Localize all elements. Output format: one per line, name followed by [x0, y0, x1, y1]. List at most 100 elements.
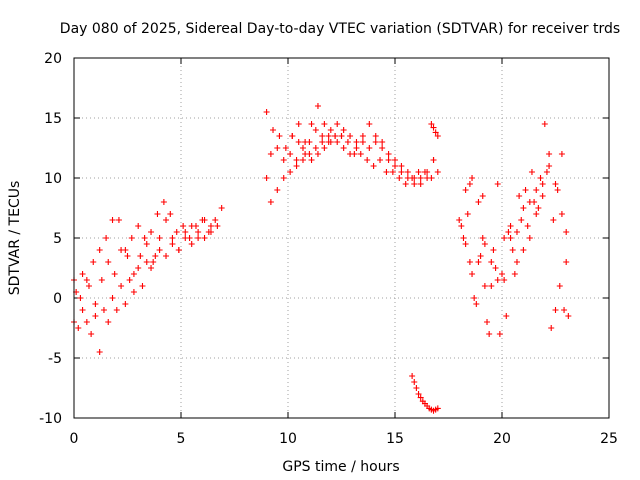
data-point [392, 163, 398, 169]
data-point [430, 157, 437, 163]
data-point [428, 175, 435, 181]
data-point [501, 277, 508, 283]
data-point [481, 241, 488, 247]
data-point [366, 121, 373, 127]
data-point [347, 151, 354, 157]
data-point [434, 133, 441, 139]
data-point [180, 223, 187, 229]
data-point [312, 145, 319, 151]
data-point [308, 121, 315, 127]
data-point [413, 385, 420, 391]
data-point [276, 133, 283, 139]
data-point [327, 139, 334, 145]
data-point [263, 109, 270, 115]
data-series [71, 199, 225, 301]
data-point [188, 223, 195, 229]
data-point [130, 289, 137, 295]
data-point [516, 193, 523, 199]
data-point [263, 175, 270, 181]
data-point [415, 391, 422, 397]
data-point [105, 259, 112, 265]
data-series [462, 169, 572, 337]
data-point [148, 229, 155, 235]
data-point [293, 163, 300, 169]
data-point [340, 145, 347, 151]
data-point [118, 283, 125, 289]
data-point [334, 121, 341, 127]
data-point [77, 295, 84, 301]
data-point [398, 163, 405, 169]
data-point [563, 259, 570, 265]
data-point [344, 139, 351, 145]
x-axis-label: GPS time / hours [282, 459, 399, 475]
data-point [160, 199, 167, 205]
data-point [282, 145, 289, 151]
data-point [379, 139, 386, 145]
data-point [212, 217, 219, 223]
data-point [366, 145, 373, 151]
data-point [398, 169, 405, 175]
data-point [85, 283, 92, 289]
data-point [96, 349, 103, 355]
data-point [287, 169, 294, 175]
data-point [359, 133, 366, 139]
data-point [207, 229, 214, 235]
data-point [88, 331, 95, 337]
data-point [396, 175, 403, 181]
data-point [98, 277, 105, 283]
data-point [207, 223, 214, 229]
y-tick-label: 0 [53, 291, 62, 307]
x-tick-label: 20 [493, 431, 511, 447]
x-tick-label: 0 [70, 431, 79, 447]
data-point [473, 301, 480, 307]
data-point [154, 211, 161, 217]
data-point [293, 157, 300, 163]
data-point [182, 229, 189, 235]
data-point [558, 211, 565, 217]
data-point [334, 139, 341, 145]
data-point [287, 151, 294, 157]
data-point [338, 133, 345, 139]
data-point [479, 235, 486, 241]
data-point [434, 405, 441, 412]
data-point [539, 181, 546, 187]
data-point [552, 181, 559, 187]
data-point [83, 277, 90, 283]
x-tick-label: 5 [177, 431, 186, 447]
data-point [558, 151, 565, 157]
data-point [105, 319, 112, 325]
data-point [518, 217, 525, 223]
y-tick-label: -10 [39, 411, 62, 427]
data-point [488, 259, 495, 265]
data-point [150, 259, 157, 265]
data-point [430, 124, 437, 131]
data-point [526, 235, 533, 241]
data-point [143, 241, 150, 247]
chart-title: Day 080 of 2025, Sidereal Day-to-day VTE… [60, 21, 620, 37]
data-point [499, 271, 505, 277]
data-point [475, 259, 482, 265]
data-point [464, 211, 471, 217]
data-point [466, 181, 473, 187]
data-point [359, 139, 366, 145]
data-point [428, 121, 435, 127]
y-tick-label: 10 [44, 171, 62, 187]
data-point [383, 169, 390, 175]
data-point [139, 283, 146, 289]
data-point [565, 313, 572, 319]
data-point [267, 151, 274, 157]
data-point [141, 235, 148, 241]
data-point [321, 145, 328, 151]
x-tick-label: 15 [386, 431, 404, 447]
data-point [481, 283, 488, 289]
data-point [496, 331, 503, 337]
y-tick-label: -5 [48, 351, 62, 367]
data-point [280, 175, 287, 181]
data-point [503, 313, 510, 319]
data-series [263, 103, 437, 187]
data-point [486, 331, 493, 337]
data-point [509, 247, 516, 253]
data-point [137, 253, 144, 259]
data-point [218, 205, 225, 211]
data-point [214, 223, 221, 229]
